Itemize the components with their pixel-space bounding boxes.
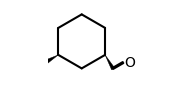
Text: O: O <box>125 56 136 70</box>
Polygon shape <box>46 55 58 63</box>
Polygon shape <box>105 55 115 70</box>
